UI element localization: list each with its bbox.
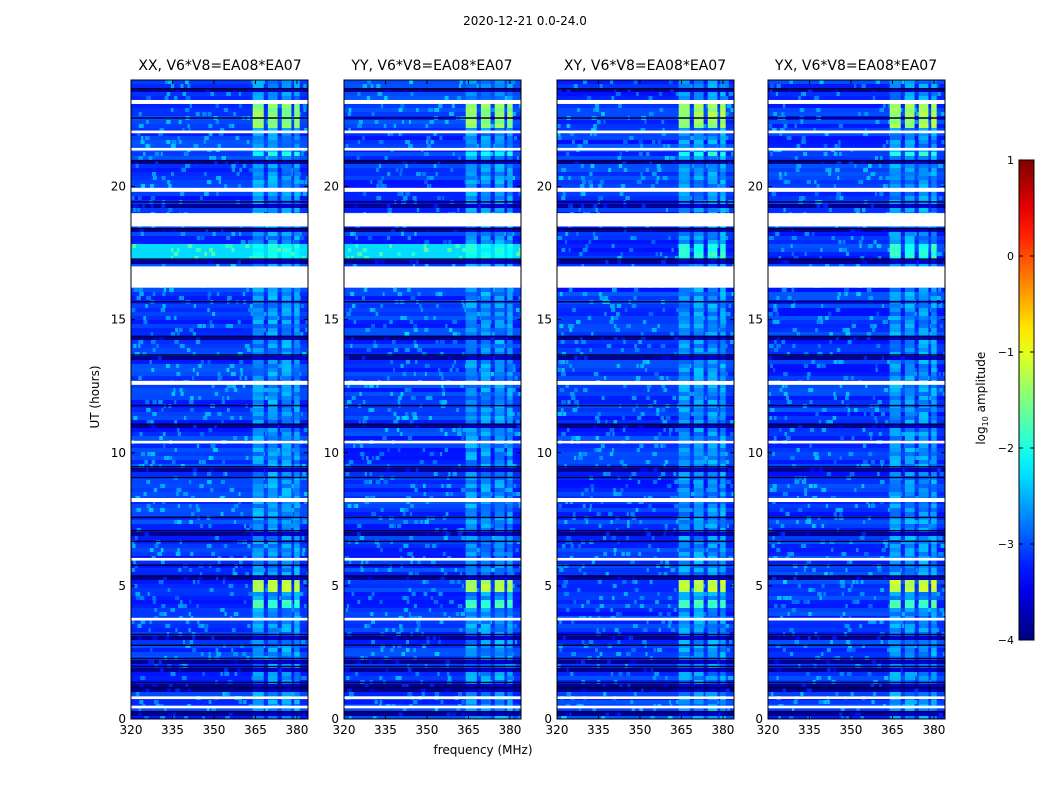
panel-title-yy: YY, V6*V8=EA08*EA07 [351, 58, 513, 74]
spectrogram-image [131, 80, 308, 719]
colorbar-label-log: log [973, 426, 988, 445]
x-tick-label: 320 [546, 723, 569, 737]
colorbar-tick-label: −3 [998, 538, 1014, 551]
colorbar-gradient [1018, 159, 1035, 641]
panel-title-yx: YX, V6*V8=EA08*EA07 [774, 58, 938, 74]
panel-title-xx: XX, V6*V8=EA08*EA07 [138, 58, 302, 74]
x-tick-label: 320 [333, 723, 356, 737]
y-tick-label: 10 [537, 446, 552, 460]
figure-suptitle: 2020-12-21 0.0-24.0 [463, 14, 587, 28]
panel-yy: 320 335 350 365 380 0 5 10 15 20 [324, 79, 522, 737]
x-tick-label: 320 [757, 723, 780, 737]
y-tick-label: 5 [755, 579, 763, 593]
colorbar-tick-label: 1 [1007, 154, 1014, 167]
y-tick-label: 0 [331, 712, 339, 726]
panel-xy: 320 335 350 365 380 0 5 10 15 20 [537, 79, 735, 737]
y-tick-label: 15 [537, 313, 552, 327]
y-tick-label: 0 [755, 712, 763, 726]
x-tick-label: 380 [285, 723, 308, 737]
x-tick-label: 380 [711, 723, 734, 737]
y-tick-label: 15 [324, 313, 339, 327]
x-tick-label: 335 [798, 723, 821, 737]
colorbar-label-suffix: amplitude [973, 351, 988, 417]
colorbar-label: log10 amplitude [974, 338, 990, 458]
y-tick-label: 20 [537, 180, 552, 194]
colorbar-tick-label: −1 [998, 346, 1014, 359]
y-tick-label: 10 [748, 446, 763, 460]
y-tick-label: 0 [544, 712, 552, 726]
panel-xx: 320 335 350 365 380 0 5 10 15 20 [111, 79, 309, 737]
colorbar-tick-label: −2 [998, 442, 1014, 455]
x-tick-label: 350 [840, 723, 863, 737]
y-tick-label: 0 [118, 712, 126, 726]
colorbar-tick-label: 0 [1007, 250, 1014, 263]
x-tick-label: 365 [670, 723, 693, 737]
x-tick-label: 335 [374, 723, 397, 737]
y-axis-label: UT (hours) [88, 365, 102, 429]
colorbar-label-sub: 10 [981, 416, 991, 427]
x-tick-label: 350 [416, 723, 439, 737]
y-tick-label: 10 [111, 446, 126, 460]
panel-title-xy: XY, V6*V8=EA08*EA07 [563, 58, 727, 74]
colorbar-tick-label: −4 [998, 634, 1014, 647]
x-tick-label: 350 [203, 723, 226, 737]
x-tick-label: 365 [244, 723, 267, 737]
panels-group: 320 335 350 365 380 0 5 10 15 20 320 335 350 365 380 0 5… [111, 79, 946, 737]
y-tick-label: 20 [324, 180, 339, 194]
x-tick-label: 365 [457, 723, 480, 737]
y-tick-label: 10 [324, 446, 339, 460]
panel-yx: 320 335 350 365 380 0 5 10 15 20 [748, 79, 946, 737]
y-tick-label: 5 [544, 579, 552, 593]
y-tick-label: 20 [748, 180, 763, 194]
x-tick-label: 365 [881, 723, 904, 737]
x-tick-label: 380 [922, 723, 945, 737]
y-tick-label: 20 [111, 180, 126, 194]
x-tick-label: 350 [629, 723, 652, 737]
x-tick-label: 380 [498, 723, 521, 737]
spectrogram-image [344, 80, 521, 719]
panel-frame [130, 79, 309, 720]
spectrogram-image [557, 80, 734, 719]
x-tick-label: 320 [120, 723, 143, 737]
y-tick-label: 15 [111, 313, 126, 327]
x-tick-label: 335 [161, 723, 184, 737]
x-tick-label: 335 [587, 723, 610, 737]
panel-frame [556, 79, 735, 720]
y-tick-label: 15 [748, 313, 763, 327]
panel-frame [343, 79, 522, 720]
colorbar: −4 −3 −2 −1 0 1 [998, 154, 1035, 647]
x-axis-label: frequency (MHz) [433, 743, 533, 757]
spectrogram-image [768, 80, 945, 719]
y-tick-label: 5 [331, 579, 339, 593]
panel-frame [767, 79, 946, 720]
y-tick-label: 5 [118, 579, 126, 593]
